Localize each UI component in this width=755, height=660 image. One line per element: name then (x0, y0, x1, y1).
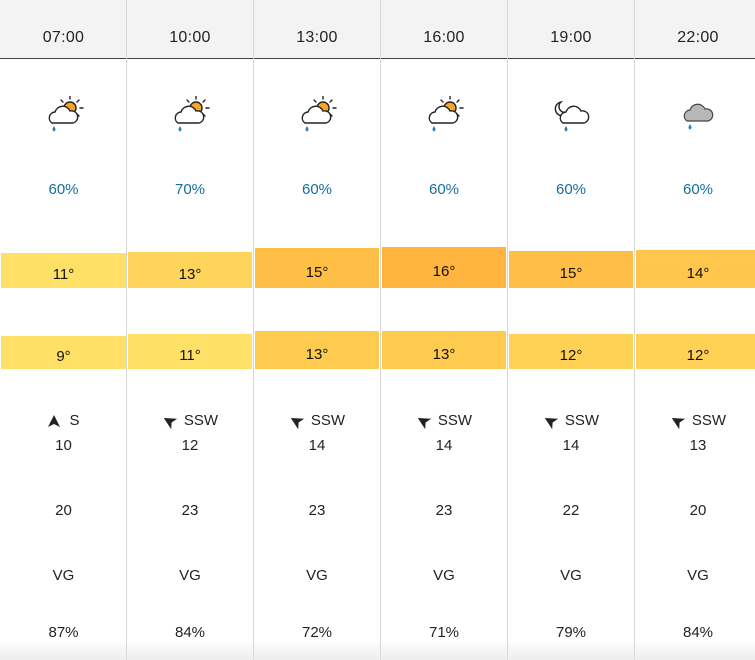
wind-arrow-icon (671, 417, 686, 429)
wind-direction-label: SSW (437, 412, 473, 429)
wind-arrow-icon (163, 417, 178, 429)
moon-cloud-rain-icon (508, 96, 634, 136)
wind-speed: 14 (308, 437, 326, 454)
wind-arrow-icon (544, 417, 559, 429)
feels-like-cell: 11° (128, 334, 252, 369)
sun-cloud-rain-icon (254, 96, 380, 136)
wind-direction: SSW (254, 412, 380, 429)
wind-direction-label: SSW (310, 412, 346, 429)
precipitation-chance: 60% (301, 181, 333, 198)
wind-gust: 23 (308, 502, 326, 519)
feels-like-value: 11° (179, 347, 201, 364)
time-label: 22:00 (677, 29, 719, 46)
feels-like-value: 13° (305, 345, 329, 363)
visibility: VG (433, 567, 455, 584)
wind-direction: SSW (127, 412, 253, 429)
wind-speed: 14 (562, 437, 580, 454)
forecast-column: 10:00 70% 13° 11° SSW 12 23 VG 84% (126, 0, 253, 660)
precipitation-chance: 70% (174, 181, 206, 198)
wind-speed: 10 (55, 437, 72, 454)
temperature-cell: 14° (636, 250, 755, 288)
visibility: VG (179, 567, 201, 584)
temperature-cell: 15° (509, 251, 633, 288)
feels-like-cell: 13° (255, 331, 379, 369)
precipitation-chance: 60% (682, 181, 714, 198)
feels-like-value: 13° (432, 345, 456, 363)
feels-like-cell: 12° (636, 334, 755, 369)
visibility: VG (52, 567, 75, 584)
humidity: 72% (301, 624, 333, 641)
temperature-cell: 15° (255, 248, 379, 288)
visibility: VG (306, 567, 328, 584)
temperature-cell: 16° (382, 247, 506, 288)
wind-direction: SSW (381, 412, 507, 429)
wind-gust: 20 (55, 502, 72, 519)
feels-like-cell: 12° (509, 334, 633, 369)
temperature-value: 15° (559, 265, 583, 282)
temperature-value: 16° (432, 263, 456, 280)
humidity: 87% (48, 624, 79, 641)
humidity: 84% (174, 624, 206, 641)
forecast-column: 22:00 60% 14° 12° SSW 13 20 VG 84% (634, 0, 755, 660)
cloud-rain-icon (635, 96, 755, 136)
wind-arrow-icon (290, 417, 305, 429)
wind-direction: S (0, 412, 127, 429)
forecast-column: 07:00 60% 11° 9° S 10 20 VG 87% (0, 0, 127, 660)
wind-direction-label: SSW (183, 412, 219, 429)
sun-cloud-rain-icon (0, 96, 127, 136)
feels-like-value: 12° (686, 347, 710, 364)
time-label: 19:00 (550, 29, 592, 46)
wind-gust: 22 (562, 502, 580, 519)
wind-gust: 23 (435, 502, 453, 519)
humidity: 84% (682, 624, 714, 641)
temperature-cell: 13° (128, 252, 252, 288)
forecast-column: 13:00 60% 15° 13° SSW 14 23 VG 72% (253, 0, 380, 660)
wind-speed: 13 (689, 437, 707, 454)
forecast-column: 19:00 60% 15° 12° SSW 14 22 VG 79% (507, 0, 634, 660)
temperature-value: 14° (686, 264, 710, 282)
feels-like-cell: 9° (1, 336, 126, 369)
scroll-fade (0, 640, 755, 660)
feels-like-value: 12° (559, 347, 583, 364)
sun-cloud-rain-icon (127, 96, 253, 136)
wind-direction-label: SSW (691, 412, 727, 429)
wind-direction: SSW (508, 412, 634, 429)
feels-like-cell: 13° (382, 331, 506, 369)
time-header-bar (0, 0, 755, 59)
precipitation-chance: 60% (428, 181, 460, 198)
wind-speed: 14 (435, 437, 453, 454)
visibility: VG (560, 567, 582, 584)
wind-arrow-icon (48, 414, 61, 427)
wind-arrow-icon (417, 417, 432, 429)
temperature-cell: 11° (1, 253, 126, 288)
temperature-value: 13° (178, 265, 202, 283)
time-label: 16:00 (423, 29, 465, 46)
feels-like-value: 9° (56, 348, 71, 365)
precipitation-chance: 60% (555, 181, 587, 198)
wind-direction: SSW (635, 412, 755, 429)
humidity: 79% (555, 624, 587, 641)
visibility: VG (687, 567, 709, 584)
forecast-column: 16:00 60% 16° 13° SSW 14 23 VG 71% (380, 0, 507, 660)
sun-cloud-rain-icon (381, 96, 507, 136)
time-label: 13:00 (296, 29, 338, 46)
temperature-value: 15° (305, 263, 329, 281)
time-label: 10:00 (169, 29, 211, 46)
time-label: 07:00 (42, 29, 85, 46)
wind-direction-label: S (69, 412, 80, 429)
wind-gust: 23 (181, 502, 199, 519)
wind-direction-label: SSW (564, 412, 600, 429)
temperature-value: 11° (52, 266, 75, 283)
wind-gust: 20 (689, 502, 707, 519)
humidity: 71% (428, 624, 460, 641)
precipitation-chance: 60% (48, 181, 79, 198)
wind-speed: 12 (181, 437, 199, 454)
